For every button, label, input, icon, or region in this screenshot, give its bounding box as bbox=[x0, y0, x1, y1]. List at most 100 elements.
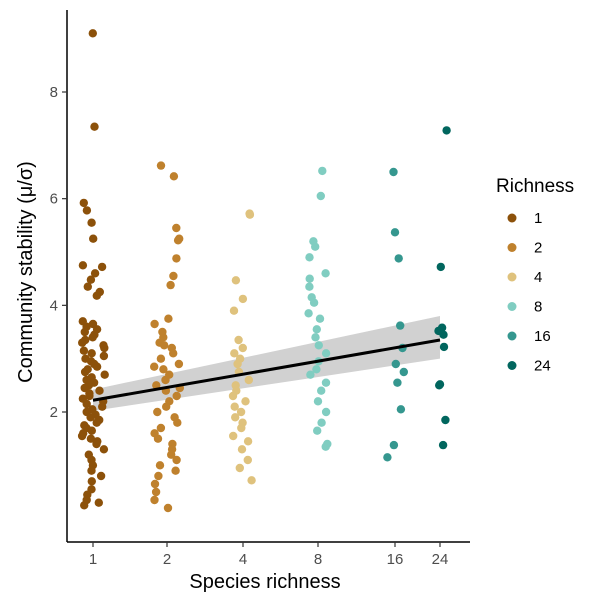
legend-label-24: 24 bbox=[534, 358, 551, 375]
data-point-richness-1 bbox=[86, 275, 96, 284]
data-point-richness-4 bbox=[237, 445, 247, 454]
data-point-richness-4 bbox=[236, 407, 246, 417]
x-tick-label: 24 bbox=[432, 551, 449, 568]
data-point-richness-2 bbox=[172, 223, 181, 233]
data-point-richness-16 bbox=[396, 405, 406, 414]
data-point-richness-8 bbox=[318, 166, 327, 176]
data-point-richness-2 bbox=[155, 461, 165, 470]
data-point-richness-1 bbox=[86, 413, 95, 422]
data-point-richness-2 bbox=[160, 341, 169, 350]
data-point-richness-1 bbox=[82, 206, 92, 215]
data-point-richness-16 bbox=[391, 359, 400, 369]
data-point-richness-4 bbox=[238, 294, 248, 304]
data-point-richness-2 bbox=[174, 359, 184, 369]
legend-key-8 bbox=[507, 302, 517, 311]
data-point-richness-1 bbox=[78, 261, 88, 270]
data-point-richness-24 bbox=[441, 415, 450, 425]
data-point-richness-1 bbox=[80, 367, 90, 377]
data-point-richness-4 bbox=[237, 423, 246, 433]
data-point-richness-1 bbox=[80, 501, 89, 510]
data-point-richness-8 bbox=[312, 365, 321, 374]
data-point-richness-4 bbox=[228, 391, 238, 401]
data-point-richness-2 bbox=[150, 479, 160, 489]
data-point-richness-2 bbox=[156, 423, 166, 433]
regression-line bbox=[92, 338, 441, 402]
data-point-richness-16 bbox=[389, 167, 398, 177]
data-point-richness-4 bbox=[230, 402, 239, 411]
data-point-richness-1 bbox=[79, 346, 89, 355]
legend-key-4 bbox=[507, 272, 517, 282]
data-point-richness-1 bbox=[92, 362, 102, 371]
data-point-richness-1 bbox=[99, 351, 109, 361]
data-point-richness-4 bbox=[235, 463, 244, 473]
x-tick-label: 4 bbox=[239, 551, 247, 568]
data-point-richness-4 bbox=[229, 431, 238, 441]
legend-title: Richness bbox=[496, 176, 574, 197]
data-point-richness-8 bbox=[306, 370, 315, 379]
data-points bbox=[77, 29, 451, 513]
data-point-richness-4 bbox=[243, 437, 253, 446]
data-point-richness-1 bbox=[87, 349, 96, 358]
data-point-richness-2 bbox=[161, 375, 170, 385]
data-point-richness-8 bbox=[321, 378, 331, 387]
data-point-richness-8 bbox=[309, 298, 319, 307]
data-point-richness-2 bbox=[151, 487, 161, 497]
data-point-richness-1 bbox=[87, 426, 97, 435]
legend-label-16: 16 bbox=[534, 328, 551, 345]
data-point-richness-8 bbox=[305, 282, 314, 291]
y-tick-label: 4 bbox=[50, 297, 58, 314]
data-point-richness-2 bbox=[164, 314, 173, 323]
data-point-richness-8 bbox=[311, 242, 320, 251]
data-point-richness-4 bbox=[231, 276, 241, 285]
data-point-richness-1 bbox=[98, 402, 107, 411]
data-point-richness-1 bbox=[85, 391, 94, 401]
data-point-richness-16 bbox=[396, 321, 405, 330]
data-point-richness-2 bbox=[173, 418, 182, 427]
data-point-richness-8 bbox=[305, 274, 314, 283]
data-point-richness-1 bbox=[86, 434, 96, 443]
data-point-richness-2 bbox=[173, 236, 183, 245]
legend-label-1: 1 bbox=[534, 210, 542, 227]
data-point-richness-2 bbox=[150, 362, 159, 371]
data-point-richness-8 bbox=[312, 325, 321, 334]
legend-key-16 bbox=[507, 331, 517, 341]
legend-label-8: 8 bbox=[534, 299, 542, 316]
data-point-richness-1 bbox=[94, 498, 104, 507]
data-point-richness-1 bbox=[92, 439, 101, 449]
x-tick-label: 1 bbox=[89, 551, 97, 568]
data-point-richness-8 bbox=[317, 418, 326, 427]
y-tick-label: 2 bbox=[50, 404, 58, 421]
axes bbox=[66, 10, 470, 543]
x-tick-label: 2 bbox=[163, 551, 171, 568]
data-point-richness-8 bbox=[311, 333, 320, 342]
data-point-richness-4 bbox=[229, 306, 239, 315]
data-point-richness-1 bbox=[100, 370, 109, 379]
legend-label-2: 2 bbox=[534, 240, 542, 257]
trend-line bbox=[92, 338, 441, 402]
data-point-richness-2 bbox=[153, 434, 163, 443]
data-point-richness-1 bbox=[90, 269, 100, 278]
data-point-richness-2 bbox=[153, 407, 162, 417]
data-point-richness-4 bbox=[247, 476, 256, 485]
data-point-richness-1 bbox=[88, 333, 97, 342]
data-point-richness-1 bbox=[87, 466, 96, 475]
data-point-richness-8 bbox=[321, 349, 331, 358]
data-point-richness-2 bbox=[172, 455, 181, 465]
data-point-richness-24 bbox=[438, 440, 448, 450]
data-point-richness-2 bbox=[171, 466, 180, 475]
data-point-richness-1 bbox=[77, 431, 87, 441]
data-point-richness-24 bbox=[442, 126, 451, 135]
data-point-richness-8 bbox=[315, 314, 325, 323]
data-point-richness-4 bbox=[238, 343, 247, 353]
data-point-richness-1 bbox=[99, 445, 109, 454]
y-tick-label: 8 bbox=[50, 84, 58, 101]
data-point-richness-4 bbox=[230, 349, 239, 358]
data-point-richness-1 bbox=[96, 471, 106, 481]
data-point-richness-8 bbox=[305, 253, 314, 262]
data-point-richness-24 bbox=[439, 330, 448, 339]
data-point-richness-16 bbox=[383, 453, 392, 462]
legend-key-1 bbox=[507, 213, 517, 223]
data-point-richness-2 bbox=[166, 280, 175, 290]
data-point-richness-1 bbox=[88, 29, 98, 38]
data-point-richness-8 bbox=[314, 341, 323, 350]
